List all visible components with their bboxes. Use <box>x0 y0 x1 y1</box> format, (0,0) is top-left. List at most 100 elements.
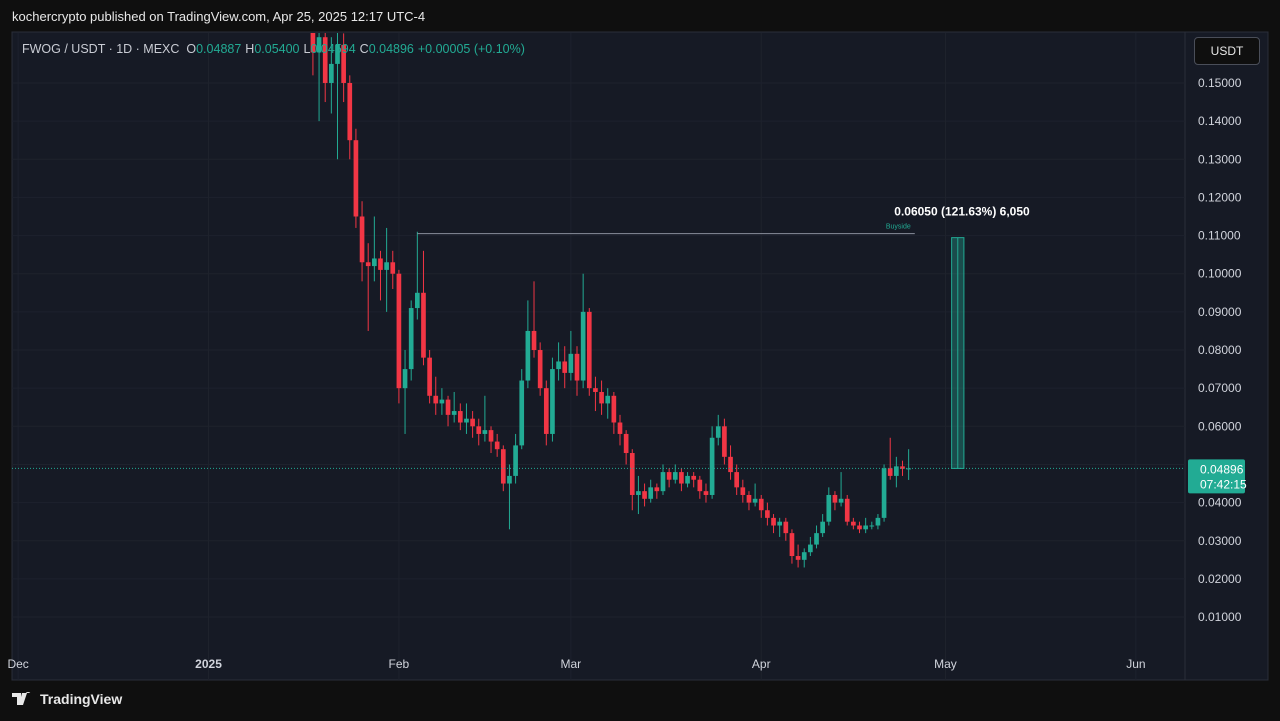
candle-body <box>881 468 887 518</box>
candle-body <box>402 369 408 389</box>
candle-body <box>537 350 543 389</box>
legend-key: O <box>186 42 197 56</box>
candle-body <box>771 517 776 526</box>
publish-info: kochercrypto published on TradingView.co… <box>12 9 426 24</box>
y-tick-label: 0.07000 <box>1198 381 1242 395</box>
candle-body <box>814 533 819 545</box>
candle-body <box>414 292 420 309</box>
candle-body <box>851 521 856 526</box>
plot: Buyside 0.06050 (121.63%) 6,050 <box>12 33 1185 680</box>
candle-body <box>875 517 881 526</box>
axes: 0.010000.020000.030000.040000.050000.060… <box>7 76 1247 671</box>
candle-body <box>728 456 733 473</box>
candle-body <box>494 441 500 450</box>
candle-body <box>329 63 334 83</box>
candle-body <box>451 411 457 415</box>
candle-body <box>322 37 328 83</box>
candle-body <box>666 472 672 480</box>
candle-body <box>464 418 469 423</box>
candle-body <box>562 361 568 373</box>
x-tick-label: Apr <box>752 657 771 671</box>
candle-body <box>765 510 770 518</box>
candle-body <box>427 357 432 396</box>
candle-body <box>611 395 617 423</box>
y-tick-label: 0.02000 <box>1198 572 1242 586</box>
candle-body <box>691 475 697 480</box>
candle-body <box>500 449 506 484</box>
candle-body <box>372 258 377 267</box>
candle-body <box>353 140 359 217</box>
candle-body <box>433 395 439 404</box>
y-tick-label: 0.04000 <box>1198 496 1242 510</box>
candle-body <box>887 468 893 476</box>
candle-body <box>709 437 715 495</box>
candle-body <box>599 391 604 404</box>
candle-body <box>513 445 518 476</box>
candle-body <box>629 453 635 495</box>
x-tick-label: 2025 <box>195 657 222 671</box>
candle-body <box>457 411 463 423</box>
x-tick-label: Jun <box>1126 657 1145 671</box>
candle-body <box>593 388 598 392</box>
candle-body <box>746 494 752 503</box>
candle-body <box>734 472 740 488</box>
candle-body <box>752 498 758 503</box>
legend-value: 0.04896 <box>368 42 414 56</box>
buyside-label: Buyside <box>886 224 911 231</box>
candle-body <box>390 262 396 274</box>
candle-body <box>642 491 647 499</box>
candle-body <box>795 556 801 560</box>
candle-body <box>900 466 905 469</box>
brand: TradingView <box>12 691 122 707</box>
candle-body <box>470 418 475 427</box>
candle-body <box>408 308 414 370</box>
x-tick-label: Dec <box>7 657 28 671</box>
candle-body <box>543 388 549 434</box>
candle-body <box>586 311 592 389</box>
chart-frame <box>11 31 1269 681</box>
candle-body <box>826 494 832 522</box>
y-tick-label: 0.06000 <box>1198 419 1242 433</box>
candle-body <box>636 491 641 495</box>
candle-body <box>531 330 537 351</box>
candle-body <box>703 491 709 495</box>
candle-body <box>525 330 531 381</box>
candle-body <box>488 430 494 442</box>
price-tag-label: 0.04896 <box>1200 462 1244 476</box>
candle-body <box>335 44 340 64</box>
candle-body <box>421 292 426 358</box>
candle-body <box>445 399 451 415</box>
candle-body <box>556 361 561 370</box>
candle-body <box>844 498 850 522</box>
brand-name: TradingView <box>40 691 123 707</box>
candle-body <box>789 533 795 557</box>
candle-body <box>838 498 844 503</box>
x-tick-label: May <box>934 657 957 671</box>
candle-body <box>863 525 868 530</box>
ohlc-items: O0.04887 H0.05400 L0.04594 C0.04896 <box>186 42 418 56</box>
symbol: FWOG / USDT · 1D · MEXC <box>22 42 180 56</box>
measure-label: 0.06050 (121.63%) 6,050 <box>894 205 1030 219</box>
candle-body <box>783 521 789 534</box>
legend-value: 0.05400 <box>254 42 300 56</box>
candle-body <box>697 479 703 492</box>
y-tick-label: 0.13000 <box>1198 152 1242 166</box>
y-tick-label: 0.03000 <box>1198 534 1242 548</box>
legend-key: L <box>303 42 311 56</box>
candle-body <box>654 487 660 492</box>
y-tick-label: 0.09000 <box>1198 305 1242 319</box>
candle-body <box>439 399 445 404</box>
x-tick-label: Mar <box>561 657 582 671</box>
candle-body <box>648 487 654 499</box>
candle-body <box>476 426 482 434</box>
candle-body <box>832 494 838 503</box>
brand-icon <box>12 692 31 705</box>
candle-body <box>894 466 899 476</box>
candle-body <box>550 369 555 434</box>
countdown: 07:42:15 <box>1200 477 1247 491</box>
candle-body <box>857 525 862 530</box>
candle-body <box>722 426 727 457</box>
currency-button[interactable]: USDT <box>1194 37 1260 65</box>
